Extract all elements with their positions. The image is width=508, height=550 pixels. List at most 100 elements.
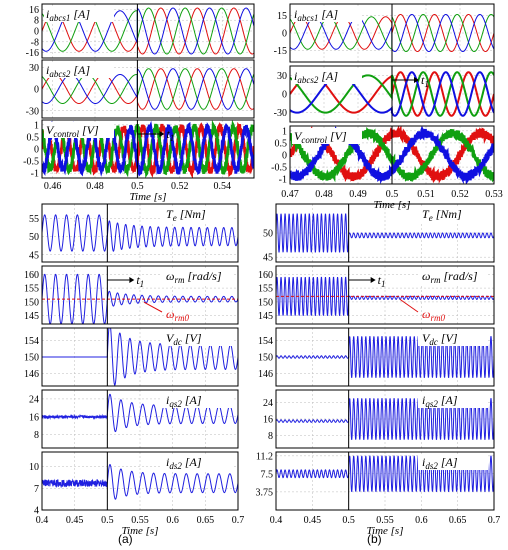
y-tick-label: 145: [258, 311, 273, 322]
x-tick-label: 0.53: [485, 189, 503, 200]
y-tick-label: 30: [277, 71, 287, 82]
panel-frame: [41, 265, 239, 325]
panel-b-bottom-3: 24 16 8 iqs2 [A]: [263, 389, 495, 449]
y-tick-label: -0.5: [271, 163, 287, 174]
panel-frame: [275, 265, 495, 325]
y-tick-label: 15: [277, 11, 287, 22]
label-bg: [292, 68, 362, 84]
panel-label: Te [Nm]: [166, 207, 206, 223]
panel-b-bottom-0: 50 45 Te [Nm]: [263, 203, 495, 264]
x-tick-label: 0.52: [171, 181, 189, 192]
panel-label: Vdc [V]: [422, 331, 458, 347]
y-tick-label: 154: [24, 336, 39, 347]
panel-a-bottom-1: 160 155 150 145 ωrm [rad/s] t1 ωrm0: [24, 265, 239, 325]
series-blue-2: [42, 68, 254, 110]
panel-frame: [41, 203, 239, 263]
x-tick-label: 0.46: [44, 181, 62, 192]
label-bg: [162, 268, 232, 284]
t1-label: t1: [421, 73, 429, 89]
y-tick-label: 55: [29, 214, 39, 225]
y-tick-label: 50: [263, 229, 273, 240]
x-axis-label: Time [s]: [374, 199, 411, 211]
x-tick-label: 0.47: [281, 189, 299, 200]
y-tick-label: 8: [268, 431, 273, 442]
y-tick-label: 4: [34, 506, 39, 517]
x-tick-label: 0.54: [213, 181, 231, 192]
traces: [276, 336, 494, 378]
label-bg: [44, 6, 114, 22]
panel-label: ids2 [A]: [422, 455, 458, 471]
ref-arrow: [399, 298, 419, 313]
y-tick-label: 0.5: [27, 132, 40, 143]
y-tick-label: 160: [258, 270, 273, 281]
y-tick-label: 1: [282, 126, 287, 137]
y-tick-label: 150: [24, 353, 39, 364]
panel-b-top-2: 10.5 0-0.5-1 Vcontrol [V]: [271, 125, 495, 186]
t1-arrowhead: [370, 277, 376, 283]
panel-frame: [289, 125, 495, 185]
x-tick-label: 0.65: [197, 515, 215, 526]
chart-a-bottom: 55 50 45 Te [Nm] 160 155 150 145 ωrm [rad/s] t1 ωr…: [24, 203, 245, 537]
x-axis-label: Time [s]: [367, 525, 404, 537]
series-red-0: [42, 7, 254, 55]
y-tick-label: 8: [34, 16, 39, 27]
y-tick-label: 3.75: [256, 487, 274, 498]
panel-label: Vcontrol [V]: [294, 129, 347, 145]
panel-a-bottom-4: 10 7 4 ids2 [A]: [29, 451, 239, 517]
y-tick-label: 150: [258, 297, 273, 308]
label-bg: [162, 454, 232, 470]
y-tick-label: -0.5: [23, 157, 39, 168]
x-tick-label: 0.7: [232, 515, 245, 526]
y-tick-label: 10: [29, 462, 39, 473]
panel-label: iqs2 [A]: [422, 393, 458, 409]
t1-label: t1: [136, 273, 144, 289]
panel-label: iabcs2 [A]: [46, 63, 90, 79]
label-bg: [418, 454, 488, 470]
x-tick-label: 0.48: [315, 189, 333, 200]
y-tick-label: 24: [263, 398, 273, 409]
label-bg: [418, 206, 488, 222]
t1-label: t1: [378, 273, 386, 289]
y-tick-label: 146: [258, 369, 273, 380]
panel-frame: [289, 65, 495, 123]
y-tick-label: 146: [24, 369, 39, 380]
panel-frame: [41, 389, 239, 449]
x-tick-label: 0.7: [488, 515, 501, 526]
y-tick-label: 145: [24, 311, 39, 322]
panel-frame: [275, 451, 495, 511]
x-tick-label: 0.51: [417, 189, 435, 200]
y-tick-label: 154: [258, 336, 273, 347]
panel-label: iqs2 [A]: [166, 393, 202, 409]
x-tick-label: 0.4: [36, 515, 49, 526]
ref-label: ωrm0: [422, 307, 445, 323]
x-tick-label: 0.55: [131, 515, 149, 526]
panel-label: iabcs1 [A]: [294, 7, 338, 23]
t1-arrowhead: [414, 77, 419, 83]
x-tick-label: 0.52: [451, 189, 469, 200]
y-tick-label: 45: [263, 253, 273, 264]
y-tick-label: 0: [282, 151, 287, 162]
y-tick-label: 50: [29, 232, 39, 243]
label-bg: [292, 128, 362, 144]
y-tick-label: 150: [258, 353, 273, 364]
y-tick-label: -30: [26, 106, 39, 117]
panel-label: iabcs2 [A]: [294, 69, 338, 85]
ref-label: ωrm0: [166, 307, 189, 323]
series-green-1: [42, 7, 254, 55]
panel-frame: [41, 3, 255, 59]
panel-frame: [275, 389, 495, 449]
panel-label: Vcontrol [V]: [46, 123, 99, 139]
label-bg: [162, 206, 232, 222]
label-bg: [162, 330, 232, 346]
panel-label: ids2 [A]: [166, 455, 202, 471]
panel-b-bottom-2: 154 150 146 Vdc [V]: [258, 327, 495, 387]
traces: [276, 455, 494, 492]
x-tick-label: 0.45: [66, 515, 84, 526]
traces: [42, 463, 238, 500]
series-red-0: [42, 68, 254, 110]
y-tick-label: 16: [263, 415, 273, 426]
x-tick-label: 0.65: [449, 515, 467, 526]
panel-frame: [41, 119, 255, 179]
